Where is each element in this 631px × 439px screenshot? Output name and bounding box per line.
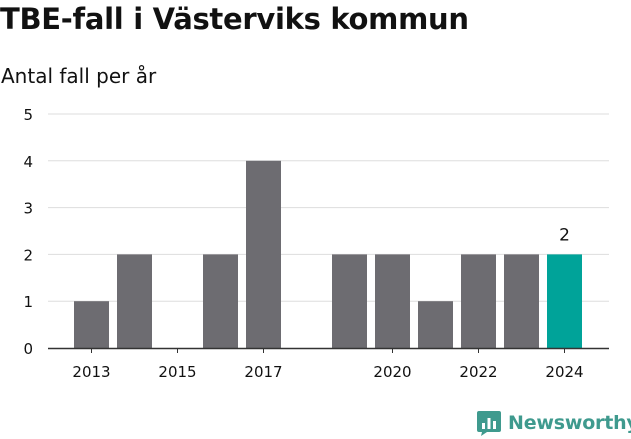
data-labels: 2 [559, 225, 570, 245]
x-tick-label: 2015 [158, 363, 196, 381]
data-label-2024: 2 [559, 225, 570, 245]
chart-subtitle: Antal fall per år [1, 64, 157, 88]
y-tick-label: 2 [23, 246, 33, 264]
y-tick-label: 4 [23, 153, 33, 171]
bar-2020 [375, 254, 410, 348]
y-tick-label: 1 [23, 293, 33, 311]
y-tick-label: 3 [23, 200, 33, 218]
bar-2016 [203, 254, 238, 348]
bar-2014 [117, 254, 152, 348]
newsworthy-chart-icon [477, 410, 501, 436]
y-axis-ticks: 0 1 2 3 4 5 [23, 106, 33, 358]
x-axis-ticks: 2013 2015 2017 2020 2022 2024 [72, 348, 584, 381]
x-tick-label: 2022 [459, 363, 497, 381]
bar-2021 [418, 301, 453, 348]
bar-2017 [246, 160, 281, 348]
bar-2013 [74, 301, 109, 348]
bar-chart: 0 1 2 3 4 5 2013 2015 2017 2020 2022 2024 2 [23, 106, 609, 381]
brand-logo: Newsworthy [476, 408, 631, 438]
brand-name: Newsworthy [508, 412, 631, 434]
chart-title: TBE-fall i Västerviks kommun [0, 2, 469, 36]
bar-2023 [504, 254, 539, 348]
bar-2022 [461, 254, 496, 348]
x-tick-label: 2013 [72, 363, 110, 381]
bar-2024 [547, 254, 582, 348]
x-tick-label: 2024 [545, 363, 583, 381]
y-tick-label: 5 [23, 106, 33, 124]
x-tick-label: 2017 [244, 363, 282, 381]
bars [74, 160, 582, 348]
y-tick-label: 0 [23, 340, 33, 358]
x-tick-label: 2020 [373, 363, 411, 381]
bar-2019 [332, 254, 367, 348]
